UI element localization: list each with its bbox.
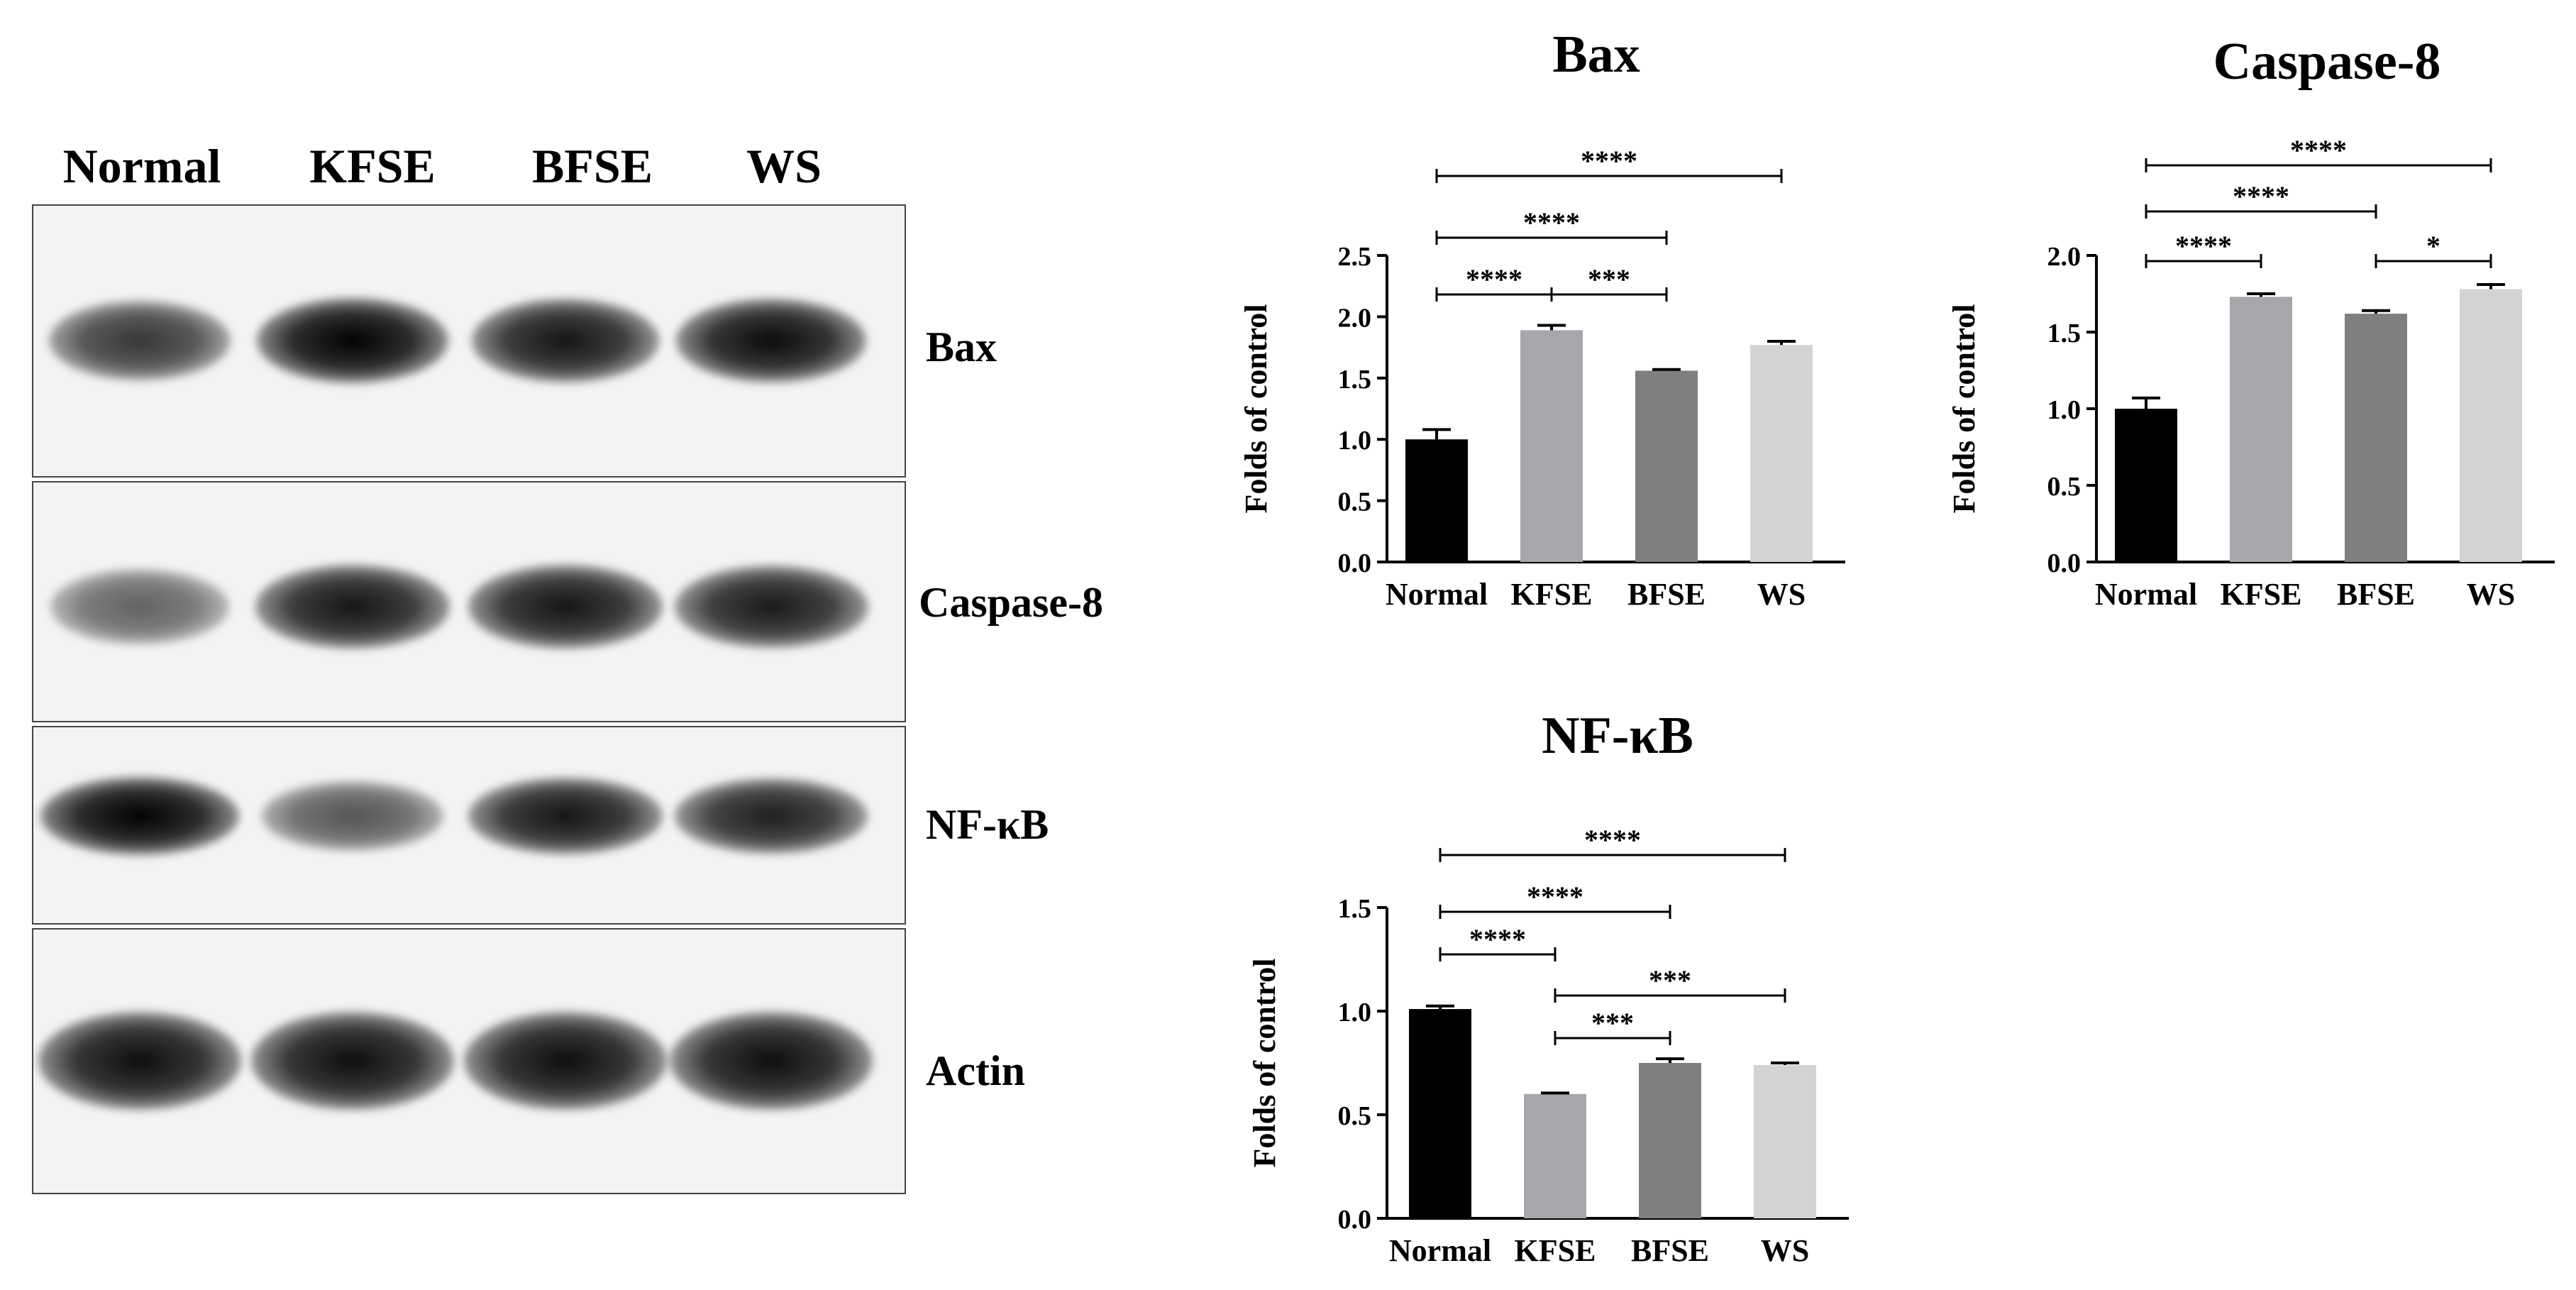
x-tick-label: WS — [1761, 1233, 1809, 1268]
blot-label-caspase-8: Caspase-8 — [919, 579, 1104, 626]
significance-label: **** — [1466, 263, 1522, 295]
blot-band — [50, 569, 229, 644]
chart-title-caspase-8: Caspase-8 — [2213, 33, 2441, 91]
y-tick-label: 0.0 — [1338, 548, 1372, 578]
significance-label: *** — [1649, 964, 1691, 996]
x-tick-label: WS — [2467, 577, 2515, 612]
blot-panel-actin — [32, 928, 906, 1194]
significance-label: **** — [1469, 923, 1526, 955]
blot-label-actin: Actin — [926, 1047, 1025, 1094]
blot-panel-nf-kb — [32, 726, 906, 925]
bar-kfse — [1524, 1093, 1586, 1218]
bar-kfse — [1520, 330, 1583, 562]
y-tick-label: 1.0 — [1338, 426, 1372, 456]
bar-ws — [1754, 1064, 1816, 1218]
y-tick-label: 2.0 — [1338, 303, 1372, 333]
lane-label-bfse: BFSE — [531, 139, 653, 193]
y-tick-label: 2.0 — [2047, 242, 2082, 272]
significance-label: **** — [1527, 881, 1583, 913]
blot-band — [471, 299, 660, 382]
bar-normal — [1405, 439, 1468, 562]
blot-panel-caspase-8 — [32, 481, 906, 722]
bar-bfse — [1635, 370, 1698, 562]
blot-band — [674, 565, 868, 649]
significance-label: **** — [1581, 145, 1637, 177]
significance-label: **** — [2233, 180, 2289, 212]
blot-band — [49, 300, 231, 381]
blot-band — [468, 778, 663, 854]
lane-label-normal: Normal — [62, 139, 221, 193]
bar-normal — [2115, 409, 2177, 562]
x-tick-label: WS — [1757, 577, 1806, 612]
significance-label: * — [2426, 230, 2440, 262]
blot-band — [255, 565, 450, 649]
y-tick-label: 1.5 — [1338, 365, 1372, 395]
significance-label: *** — [1588, 263, 1630, 295]
y-tick-label: 0.0 — [1338, 1205, 1372, 1235]
bar-bfse — [2345, 314, 2407, 562]
blot-label-bax: Bax — [926, 324, 997, 370]
x-tick-label: BFSE — [1627, 577, 1706, 612]
y-tick-label: 1.0 — [2047, 395, 2082, 425]
bar-bfse — [1639, 1063, 1701, 1218]
blot-band — [262, 781, 443, 851]
lane-label-kfse: KFSE — [309, 139, 436, 193]
blot-label-nf-kb: NF-κB — [926, 801, 1049, 848]
x-tick-label: KFSE — [1515, 1233, 1596, 1268]
y-tick-label: 0.5 — [1338, 487, 1372, 517]
y-tick-label: 2.5 — [1338, 242, 1372, 272]
significance-label: **** — [2290, 134, 2347, 166]
x-tick-label: KFSE — [1511, 577, 1593, 612]
x-tick-label: Normal — [1386, 577, 1488, 612]
blot-band — [38, 1012, 242, 1110]
significance-label: **** — [2175, 230, 2232, 262]
chart-title-bax: Bax — [1552, 26, 1640, 84]
y-tick-label: 0.0 — [2047, 548, 2082, 578]
y-tick-label: 0.5 — [2047, 472, 2082, 502]
y-axis-label: Folds of control — [1239, 304, 1273, 514]
x-tick-label: KFSE — [2221, 577, 2302, 612]
bar-ws — [2460, 289, 2522, 562]
blot-band — [250, 1012, 455, 1110]
blot-band — [257, 298, 448, 383]
y-tick-label: 1.5 — [2047, 319, 2082, 348]
blot-band — [468, 565, 663, 649]
blot-band — [669, 1012, 873, 1110]
y-axis-label: Folds of control — [1247, 959, 1282, 1168]
blot-panel-bax — [32, 204, 906, 478]
lane-label-ws: WS — [746, 139, 822, 193]
significance-label: *** — [1591, 1007, 1634, 1039]
blot-band — [676, 298, 866, 383]
y-axis-label: Folds of control — [1947, 304, 1981, 514]
x-tick-label: Normal — [2095, 577, 2197, 612]
x-tick-label: Normal — [1389, 1233, 1491, 1268]
x-tick-label: BFSE — [2337, 577, 2415, 612]
bar-kfse — [2230, 297, 2292, 562]
significance-label: **** — [1584, 824, 1641, 856]
blot-band — [463, 1012, 668, 1110]
bar-ws — [1750, 345, 1813, 562]
chart-title-nf-kb: NF-κB — [1542, 707, 1693, 765]
y-tick-label: 1.5 — [1338, 894, 1372, 924]
significance-label: **** — [1523, 206, 1580, 238]
bar-normal — [1409, 1009, 1471, 1218]
x-tick-label: BFSE — [1631, 1233, 1709, 1268]
y-tick-label: 0.5 — [1338, 1101, 1372, 1131]
blot-band — [675, 778, 868, 854]
blot-band — [40, 777, 239, 855]
y-tick-label: 1.0 — [1338, 998, 1372, 1027]
